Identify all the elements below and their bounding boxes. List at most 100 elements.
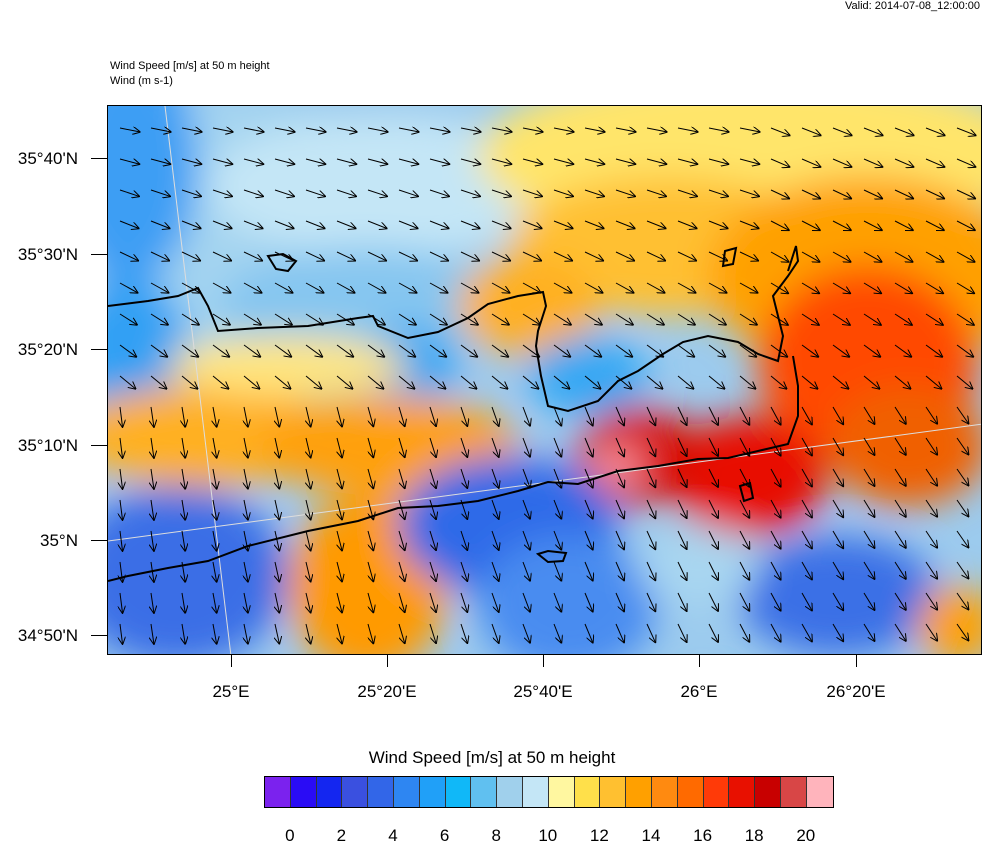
wind-arrow (182, 592, 185, 613)
wind-arrow (212, 128, 233, 132)
wind-arrow (243, 128, 264, 132)
vector-title: Wind (m s-1) (110, 75, 173, 87)
wind-arrow (739, 189, 759, 196)
wind-arrow (956, 158, 975, 167)
colorbar-swatch (548, 777, 575, 807)
wind-arrow (770, 251, 789, 262)
lat-label: 35°20'N (17, 340, 78, 359)
wind-arrow (832, 251, 851, 262)
wind-arrow (306, 530, 311, 551)
wind-arrow (398, 313, 416, 325)
wind-arrow (863, 468, 875, 486)
wind-arrow (212, 220, 232, 228)
wind-arrow (863, 375, 879, 389)
wind-arrow (244, 623, 248, 644)
wind-arrow (213, 437, 217, 458)
wind-arrow (243, 375, 259, 389)
wind-arrow (429, 251, 448, 261)
wind-arrow (615, 282, 634, 293)
wind-arrow (119, 313, 137, 325)
colorbar-label: 12 (589, 826, 609, 845)
wind-arrow (337, 561, 342, 581)
wind-arrow (367, 406, 373, 426)
wind-arrow (863, 344, 880, 357)
wind-arrow (894, 282, 912, 293)
wind-arrow (646, 251, 665, 261)
wind-arrow (956, 375, 972, 389)
wind-arrow (832, 406, 843, 424)
wind-arrow (708, 406, 718, 425)
wind-arrow (181, 128, 202, 132)
wind-arrow (305, 375, 321, 389)
wind-arrow (584, 220, 604, 228)
wind-arrow (119, 344, 136, 357)
wind-arrow (677, 592, 687, 611)
wind-arrow (491, 561, 499, 581)
colorbar-swatch (651, 777, 678, 807)
wind-arrow (863, 530, 875, 548)
wind-map[interactable] (107, 105, 982, 655)
wind-arrow (367, 282, 386, 293)
wind-arrow (305, 251, 324, 261)
coastline (108, 245, 800, 582)
wind-arrow (460, 159, 480, 164)
wind-arrow (956, 251, 975, 262)
wind-arrow (584, 189, 604, 196)
lon-label: 25°40'E (513, 682, 573, 701)
wind-arrow (584, 561, 593, 581)
wind-arrow (708, 313, 726, 325)
wind-arrow (894, 406, 906, 424)
wind-arrow (120, 499, 123, 520)
wind-arrow (244, 592, 248, 613)
wind-arrow (274, 282, 293, 293)
wind-arrow (306, 623, 311, 644)
wind-arrow (801, 592, 812, 610)
wind-arrow (646, 220, 666, 228)
wind-arrow (336, 282, 355, 293)
wind-arrow (275, 561, 279, 582)
wind-arrow (553, 499, 561, 519)
wind-arrow (182, 406, 185, 427)
wind-arrow (429, 499, 436, 519)
lat-tick (91, 158, 107, 159)
wind-arrow (460, 344, 477, 357)
colorbar-swatch (393, 777, 420, 807)
wind-arrow (429, 128, 450, 132)
wind-arrow (213, 623, 217, 644)
wind-arrow (832, 375, 848, 389)
wind-arrow (306, 406, 311, 427)
wind-arrow (150, 313, 168, 325)
colorbar-label: 20 (796, 826, 816, 845)
wind-arrow (584, 128, 605, 132)
wind-arrow (708, 282, 727, 293)
wind-arrow (708, 530, 718, 549)
wind-arrow (925, 437, 937, 455)
wind-arrow (770, 530, 781, 549)
wind-arrow (337, 468, 342, 488)
wind-arrow (894, 158, 913, 167)
wind-arrow (429, 561, 436, 581)
wind-arrow (956, 499, 968, 516)
wind-arrow (336, 251, 355, 261)
wind-arrow (429, 282, 448, 293)
wind-arrow (925, 158, 944, 167)
wind-arrow (119, 128, 140, 132)
colorbar-swatch (677, 777, 704, 807)
wind-arrow (832, 127, 852, 135)
colorbar-swatch (316, 777, 343, 807)
wind-arrow (615, 159, 635, 164)
wind-arrow (491, 623, 499, 643)
wind-arrow (677, 159, 697, 164)
wind-arrow (646, 159, 666, 164)
wind-arrow (584, 344, 601, 357)
wind-arrow (894, 344, 911, 357)
wind-arrow (863, 313, 881, 325)
wind-arrow (832, 344, 849, 357)
colorbar-label: 0 (285, 826, 295, 845)
wind-arrow (244, 499, 248, 520)
wind-arrow (491, 406, 499, 426)
lon-label: 25°E (212, 682, 250, 701)
wind-arrow (646, 313, 664, 325)
wind-arrow (553, 437, 561, 457)
wind-arrow (491, 159, 511, 164)
